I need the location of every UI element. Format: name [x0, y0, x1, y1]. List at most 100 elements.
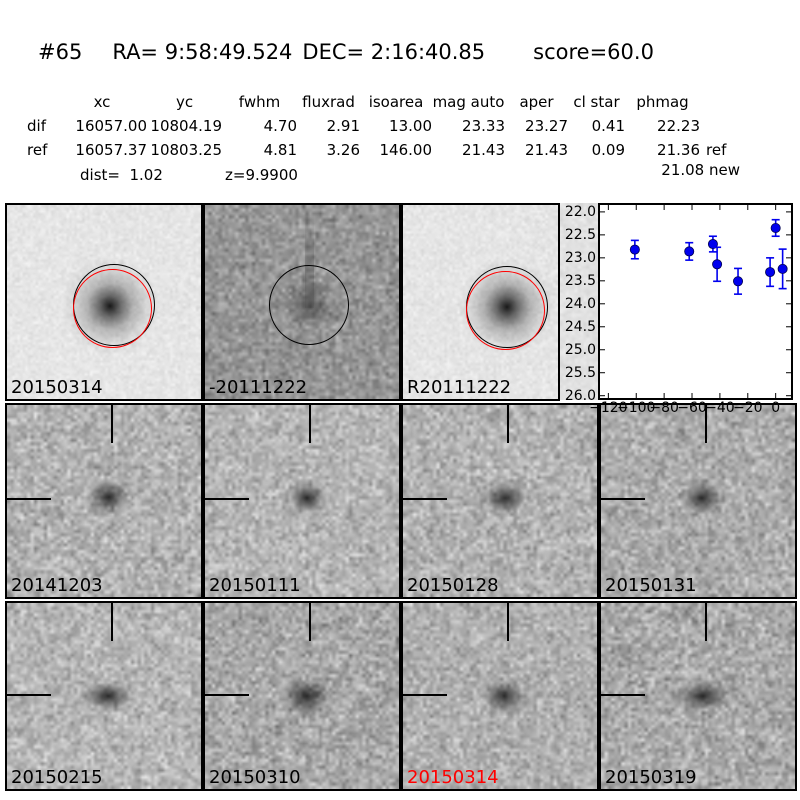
crosshair-tick-vertical: [111, 405, 113, 443]
dif-mag-auto: 23.33: [432, 114, 505, 138]
col-header-fwhm: fwhm: [222, 90, 297, 114]
source-blob: [479, 676, 529, 716]
col-header-fluxrad: fluxrad: [297, 90, 360, 114]
cutout-epoch-8: 20150319: [599, 601, 797, 791]
y-tick-label: 22.0: [544, 203, 596, 221]
ref-yc: 10803.25: [147, 138, 222, 162]
ref-cl-star: 0.09: [568, 138, 625, 162]
cutout-date-label: 20141203: [11, 577, 103, 595]
y-tick-label: 24.5: [544, 318, 596, 336]
col-header-cl-star: cl star: [568, 90, 625, 114]
cutout-epoch-1: 20141203: [5, 403, 203, 599]
data-point: [685, 247, 694, 256]
ref-mag-auto: 21.43: [432, 138, 505, 162]
y-tick-label: 22.5: [544, 226, 596, 244]
aperture-circle-red: [73, 269, 152, 348]
data-point: [771, 223, 780, 232]
col-header-suffix: [700, 90, 745, 114]
cutout-date-label: 20150128: [407, 577, 499, 595]
crosshair-tick-horizontal: [601, 694, 645, 696]
data-point: [765, 267, 774, 276]
crosshair-tick-horizontal: [7, 694, 51, 696]
crosshair-tick-vertical: [309, 405, 311, 443]
dif-aper: 23.27: [505, 114, 568, 138]
col-header-phmag: phmag: [625, 90, 700, 114]
crosshair-tick-horizontal: [403, 498, 447, 500]
dif-yc: 10804.19: [147, 114, 222, 138]
dist-value: dist= 1.02: [80, 166, 163, 184]
cutout-date-label: 20150215: [11, 769, 103, 787]
ref-phmag: 21.36: [625, 138, 700, 162]
crosshair-tick-horizontal: [205, 498, 249, 500]
data-point: [733, 277, 742, 286]
aperture-circle-red: [466, 271, 545, 350]
crosshair-tick-vertical: [309, 603, 311, 641]
cutout-date-label-highlighted: 20150314: [407, 769, 499, 787]
cutout-date-label: 20150111: [209, 577, 301, 595]
crosshair-tick-horizontal: [205, 694, 249, 696]
crosshair-tick-horizontal: [7, 498, 51, 500]
cutout-epoch-5: 20150215: [5, 601, 203, 791]
crosshair-tick-horizontal: [601, 498, 645, 500]
data-point: [778, 264, 787, 273]
col-header-mag-auto: mag auto: [432, 90, 505, 114]
crosshair-tick-vertical: [705, 603, 707, 641]
col-header-aper: aper: [505, 90, 568, 114]
cutout-date-label: 20150310: [209, 769, 301, 787]
cutout-ref: R20111222: [401, 203, 560, 401]
dif-fwhm: 4.70: [222, 114, 297, 138]
col-header-isoarea: isoarea: [360, 90, 432, 114]
y-tick-label: 24.0: [544, 295, 596, 313]
y-tick-label: 26.0: [544, 387, 596, 405]
x-tick-label: −60: [677, 400, 707, 416]
source-blob: [285, 479, 329, 517]
crosshair-tick-vertical: [507, 603, 509, 641]
light-curve-plot: [598, 203, 793, 400]
y-tick-label: 23.5: [544, 272, 596, 290]
candidate-number: #65: [38, 40, 82, 64]
y-tick-label: 25.5: [544, 364, 596, 382]
dif-suffix: [700, 114, 745, 138]
cutout-new: 20150314: [5, 203, 203, 401]
ref-aper: 21.43: [505, 138, 568, 162]
aperture-circle-black: [269, 265, 349, 345]
source-blob: [673, 678, 733, 714]
candidate-dec: DEC= 2:16:40.85: [302, 40, 485, 64]
cutout-diff: -20111222: [203, 203, 401, 401]
dif-fluxrad: 2.91: [297, 114, 360, 138]
row-label-ref: ref: [27, 138, 57, 162]
x-tick-label: 0: [771, 400, 780, 416]
cutout-epoch-4: 20150131: [599, 403, 797, 599]
crosshair-tick-vertical: [507, 405, 509, 443]
candidate-score: score=60.0: [533, 40, 654, 64]
dif-isoarea: 13.00: [360, 114, 432, 138]
ref-fwhm: 4.81: [222, 138, 297, 162]
x-tick-label: −40: [705, 400, 735, 416]
cutout-epoch-7: 20150314: [401, 601, 599, 791]
source-blob: [79, 679, 137, 713]
dif-xc: 16057.00: [57, 114, 147, 138]
candidate-ra: RA= 9:58:49.524: [112, 40, 292, 64]
row-label-dif: dif: [27, 114, 57, 138]
crosshair-tick-vertical: [111, 603, 113, 641]
x-tick-label: −80: [649, 400, 679, 416]
cutout-date-label: 20150314: [11, 379, 103, 397]
cutout-epoch-2: 20150111: [203, 403, 401, 599]
cutout-date-label: 20150131: [605, 577, 697, 595]
col-header-yc: yc: [147, 90, 222, 114]
y-axis-labels: 22.0 22.5 23.0 23.5 24.0 24.5 25.0 25.5 26.0: [544, 205, 596, 398]
ref-fluxrad: 3.26: [297, 138, 360, 162]
redshift-value: z=9.9900: [225, 166, 298, 184]
dif-phmag: 22.23: [625, 114, 700, 138]
cutout-date-label: 20150319: [605, 769, 697, 787]
ref-suffix: ref: [700, 138, 745, 162]
source-blob: [279, 674, 335, 718]
source-blob: [679, 479, 725, 517]
crosshair-tick-horizontal: [403, 694, 447, 696]
x-axis-labels: −120 −100 −80 −60 −40 −20 0: [600, 400, 791, 416]
source-blob: [479, 479, 531, 517]
data-point: [630, 245, 639, 254]
y-tick-label: 23.0: [544, 249, 596, 267]
dif-cl-star: 0.41: [568, 114, 625, 138]
col-header-xc: xc: [57, 90, 147, 114]
